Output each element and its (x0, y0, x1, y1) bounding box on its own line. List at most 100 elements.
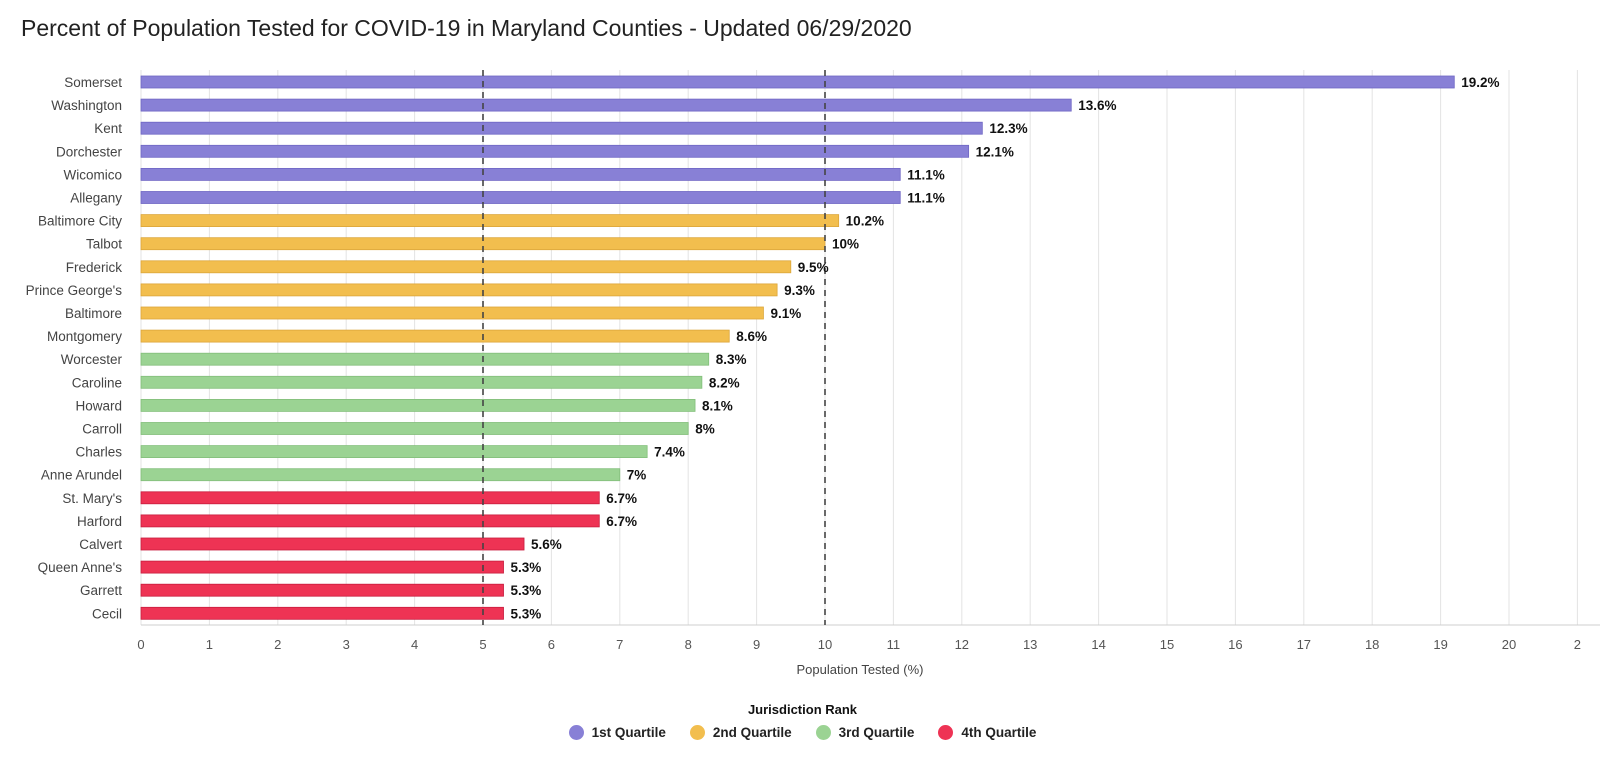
data-label: 7% (627, 468, 647, 483)
legend-label: 1st Quartile (591, 725, 666, 740)
category-label: Worcester (61, 352, 123, 367)
category-label: Wicomico (63, 167, 122, 182)
bar (140, 260, 792, 274)
data-label: 9.3% (784, 283, 815, 298)
data-label: 8.2% (709, 375, 740, 390)
category-label: Garrett (80, 583, 122, 598)
legend-dot-icon (815, 725, 831, 740)
legend: Jurisdiction Rank 1st Quartile 2nd Quarti… (0, 702, 1600, 740)
bar (140, 98, 1072, 112)
bar (140, 167, 901, 181)
bar (140, 514, 600, 528)
chart-title: Percent of Population Tested for COVID-1… (21, 15, 912, 41)
category-label: Frederick (66, 260, 123, 275)
bar (140, 352, 710, 366)
bar (140, 329, 730, 343)
data-label: 10% (832, 237, 859, 252)
bars (140, 75, 1455, 620)
category-label: Howard (75, 398, 122, 413)
legend-label: 3rd Quartile (838, 725, 915, 740)
legend-item[interactable]: 3rd Quartile (815, 725, 915, 740)
x-tick-label: 15 (1160, 637, 1174, 652)
x-tick-label: 1 (206, 637, 213, 652)
bar (140, 560, 504, 574)
data-label: 6.7% (606, 491, 637, 506)
data-label: 7.4% (654, 445, 685, 460)
data-label: 12.1% (976, 144, 1014, 159)
category-label: Montgomery (47, 329, 122, 344)
category-label: Dorchester (56, 144, 123, 159)
x-tick-label: 6 (548, 637, 555, 652)
bar (140, 75, 1455, 89)
data-label: 12.3% (989, 121, 1027, 136)
category-label: Carroll (82, 422, 122, 437)
category-label: Caroline (72, 375, 122, 390)
category-label: St. Mary's (62, 491, 122, 506)
labels: 0 1 2 3 4 5 6 7 8 9 10 11 12 13 14 15 16 17 18 19 20 2Somerse… (26, 75, 1581, 652)
x-tick-label: 5 (479, 637, 486, 652)
category-label: Kent (94, 121, 122, 136)
data-label: 8% (695, 422, 715, 437)
category-label: Baltimore (65, 306, 122, 321)
x-tick-label: 2 (274, 637, 281, 652)
legend-dot-icon (689, 725, 705, 740)
bar (140, 422, 689, 435)
bar (140, 306, 764, 320)
x-tick-label: 4 (411, 637, 418, 652)
category-label: Queen Anne's (38, 560, 123, 575)
bar-chart: 0 1 2 3 4 5 6 7 8 9 10 11 12 13 14 15 16 17 18 19 20 2Somerse… (26, 70, 1600, 677)
legend-dot-icon (568, 725, 584, 740)
legend-item[interactable]: 1st Quartile (568, 725, 666, 740)
x-tick-label: 16 (1228, 637, 1242, 652)
data-label: 8.6% (736, 329, 767, 344)
category-label: Cecil (92, 606, 122, 621)
bar (140, 121, 983, 135)
data-label: 5.3% (511, 583, 542, 598)
x-tick-label: 13 (1023, 637, 1037, 652)
legend-item[interactable]: 4th Quartile (938, 725, 1036, 740)
bar (140, 144, 970, 158)
data-label: 10.2% (846, 214, 884, 229)
data-label: 5.3% (511, 560, 542, 575)
category-label: Washington (51, 98, 122, 113)
category-label: Somerset (64, 75, 122, 90)
legend-item[interactable]: 2nd Quartile (689, 725, 792, 740)
bar (140, 606, 504, 620)
data-label: 6.7% (606, 514, 637, 529)
legend-label: 2nd Quartile (712, 725, 792, 740)
data-label: 11.1% (907, 191, 945, 206)
bar (140, 375, 703, 389)
data-label: 9.5% (798, 260, 829, 275)
x-tick-label: 8 (685, 637, 692, 652)
x-tick-label: 9 (753, 637, 760, 652)
bar (140, 468, 621, 482)
category-label: Prince George's (26, 283, 123, 298)
data-label: 11.1% (907, 167, 945, 182)
bar (140, 491, 600, 505)
legend-label: 4th Quartile (961, 725, 1037, 740)
x-tick-label: 3 (343, 637, 350, 652)
category-label: Allegany (70, 191, 122, 206)
x-tick-label: 18 (1365, 637, 1379, 652)
bar (140, 283, 778, 297)
x-tick-label: 19 (1433, 637, 1447, 652)
x-axis-title: Population Tested (%) (797, 662, 924, 677)
data-label: 13.6% (1078, 98, 1116, 113)
bar (140, 583, 504, 597)
x-tick-label: 17 (1297, 637, 1311, 652)
bar (140, 537, 525, 551)
category-label: Charles (75, 445, 122, 460)
x-tick-label: 2 (1574, 637, 1581, 652)
x-tick-label: 11 (887, 637, 901, 652)
x-tick-label: 10 (818, 637, 832, 652)
bar (140, 191, 901, 204)
category-label: Calvert (79, 537, 122, 552)
bar (140, 214, 840, 228)
category-label: Anne Arundel (41, 468, 122, 483)
x-tick-label: 7 (616, 637, 623, 652)
category-label: Baltimore City (38, 214, 122, 229)
x-tick-label: 14 (1091, 637, 1105, 652)
reference-lines (482, 70, 826, 625)
legend-dot-icon (938, 725, 954, 740)
legend-title: Jurisdiction Rank (747, 702, 858, 717)
